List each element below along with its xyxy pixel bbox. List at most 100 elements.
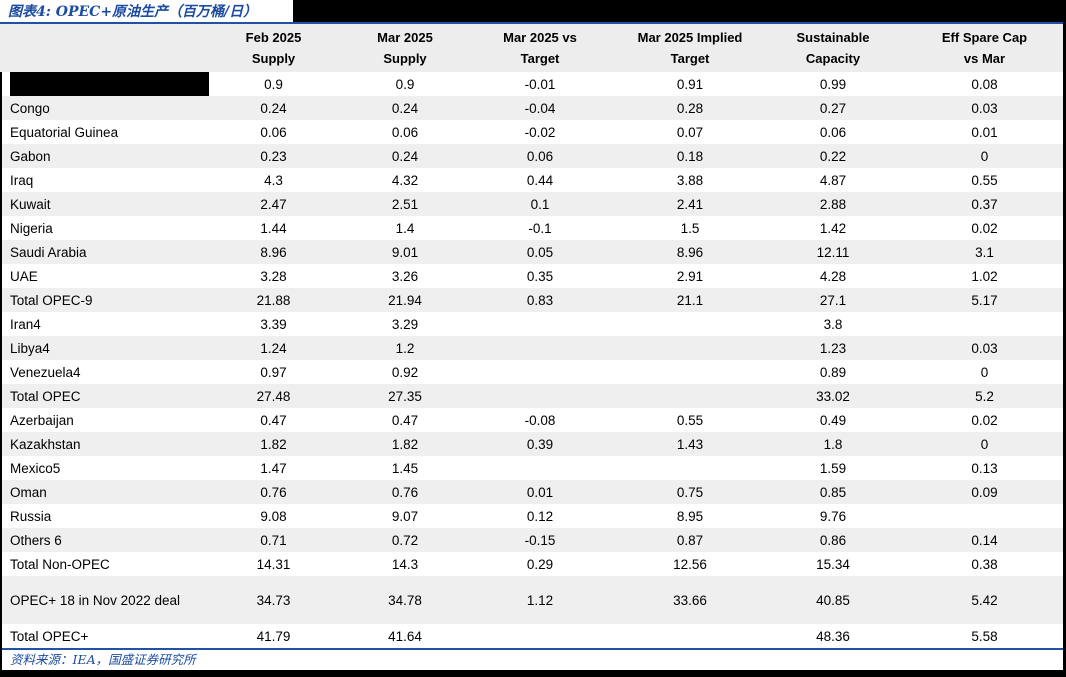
- column-header-eff-spare-cap-vs-mar: Eff Spare Cap vs Mar: [903, 24, 1066, 72]
- value-cell: 4.3: [264, 172, 283, 188]
- row-label: Azerbaijan: [10, 412, 74, 428]
- row-label: OPEC+ 18 in Nov 2022 deal: [10, 592, 180, 608]
- table-row: Total OPEC+ 41.79 41.64 48.36 5.58: [0, 624, 1066, 648]
- table-row: Saudi Arabia 8.96 9.01 0.05 8.96 12.11 3.1: [0, 240, 1066, 264]
- value-cell: 0.75: [676, 484, 704, 500]
- value-cell: 0.35: [526, 268, 554, 284]
- value-cell: 4.87: [819, 172, 847, 188]
- value-cell: 0: [980, 364, 989, 380]
- table-row: Nigeria 1.44 1.4 -0.1 1.5 1.42 0.02: [0, 216, 1066, 240]
- table-row: Mexico5 1.47 1.45 1.59 0.13: [0, 456, 1066, 480]
- row-label: Mexico5: [10, 460, 61, 476]
- value-cell: 0.9: [395, 76, 415, 92]
- source-footer: 资料来源：IEA，国盛证券研究所: [0, 648, 1066, 670]
- value-cell: 1.02: [971, 268, 998, 284]
- value-cell: 0.55: [971, 172, 998, 188]
- value-cell: 14.3: [391, 556, 419, 572]
- value-cell: 0.87: [676, 532, 704, 548]
- value-cell: 0.91: [676, 76, 704, 92]
- redaction-box-title-right: [293, 0, 1066, 22]
- value-cell: 40.85: [816, 592, 850, 608]
- value-cell: 1.43: [676, 436, 704, 452]
- value-cell: [903, 504, 1066, 528]
- value-cell: 3.26: [391, 268, 419, 284]
- value-cell: 0.02: [971, 412, 998, 428]
- value-cell: -0.08: [524, 412, 556, 428]
- value-cell: 1.4: [395, 220, 415, 236]
- value-cell: 0.71: [260, 532, 287, 548]
- value-cell: [617, 456, 763, 480]
- value-cell: 3.28: [260, 268, 287, 284]
- value-cell: 0.9: [264, 76, 283, 92]
- value-cell: [617, 384, 763, 408]
- value-cell: 27.35: [388, 388, 422, 404]
- table-row: Russia 9.08 9.07 0.12 8.95 9.76: [0, 504, 1066, 528]
- table-row: Kuwait 2.47 2.51 0.1 2.41 2.88 0.37: [0, 192, 1066, 216]
- table-row: UAE 3.28 3.26 0.35 2.91 4.28 1.02: [0, 264, 1066, 288]
- table-header-row: Feb 2025 Supply Mar 2025 Supply Mar 2025…: [0, 24, 1066, 72]
- figure-title-bar: 图表4: OPEC+原油生产（百万桶/日）: [0, 0, 1066, 24]
- value-cell: 4.32: [391, 172, 419, 188]
- value-cell: 0.89: [819, 364, 847, 380]
- row-label: Saudi Arabia: [10, 244, 87, 260]
- value-cell: 0.76: [391, 484, 419, 500]
- table-row: OPEC+ 18 in Nov 2022 deal 34.73 34.78 1.12 3…: [0, 576, 1066, 624]
- row-label: Kuwait: [10, 196, 51, 212]
- value-cell: 5.42: [971, 592, 998, 608]
- value-cell: 2.41: [676, 196, 704, 212]
- value-cell: 0: [980, 148, 989, 164]
- value-cell: 1.42: [819, 220, 847, 236]
- value-cell: 0.47: [391, 412, 419, 428]
- value-cell: 0.07: [676, 124, 704, 140]
- row-label: Kazakhstan: [10, 436, 81, 452]
- value-cell: [617, 624, 763, 648]
- table-row: Gabon 0.23 0.24 0.06 0.18 0.22 0: [0, 144, 1066, 168]
- value-cell: 0.1: [530, 196, 550, 212]
- value-cell: -0.01: [524, 76, 556, 92]
- value-cell: 0.14: [971, 532, 998, 548]
- source-note: 资料来源：IEA，国盛证券研究所: [10, 652, 196, 667]
- value-cell: 2.51: [391, 196, 419, 212]
- value-cell: [463, 312, 617, 336]
- value-cell: 9.08: [260, 508, 287, 524]
- value-cell: 8.96: [260, 244, 287, 260]
- value-cell: 41.64: [388, 628, 422, 644]
- value-cell: 21.88: [256, 292, 291, 308]
- row-label: Oman: [10, 484, 47, 500]
- row-label: Iraq: [10, 172, 34, 188]
- value-cell: -0.02: [524, 124, 556, 140]
- value-cell: 5.58: [971, 628, 998, 644]
- value-cell: 0.29: [526, 556, 554, 572]
- row-label: Gabon: [10, 148, 51, 164]
- table-row: Total Non-OPEC 14.31 14.3 0.29 12.56 15.34 0.3…: [0, 552, 1066, 576]
- value-cell: 0.72: [391, 532, 419, 548]
- value-cell: 21.1: [676, 292, 704, 308]
- value-cell: [463, 456, 617, 480]
- value-cell: 0.24: [391, 100, 419, 116]
- value-cell: [903, 312, 1066, 336]
- table-row: Iran4 3.39 3.29 3.8: [0, 312, 1066, 336]
- value-cell: 0.24: [260, 100, 287, 116]
- row-label: Total OPEC-9: [10, 292, 93, 308]
- value-cell: 0: [980, 436, 989, 452]
- value-cell: 1.45: [391, 460, 419, 476]
- row-label: Russia: [10, 508, 52, 524]
- column-header-feb-2025-supply: Feb 2025 Supply: [200, 24, 347, 72]
- value-cell: 1.82: [391, 436, 419, 452]
- row-label: Congo: [10, 100, 50, 116]
- value-cell: 1.44: [260, 220, 287, 236]
- row-label: Others 6: [10, 532, 62, 548]
- redaction-box-row-label: [10, 72, 209, 96]
- value-cell: 0.08: [971, 76, 998, 92]
- row-label: Nigeria: [10, 220, 53, 236]
- table-row: Iraq 4.3 4.32 0.44 3.88 4.87 0.55: [0, 168, 1066, 192]
- value-cell: 9.01: [391, 244, 419, 260]
- row-label-redacted: [0, 72, 209, 96]
- value-cell: 9.76: [819, 508, 847, 524]
- value-cell: 0.99: [819, 76, 847, 92]
- value-cell: 0.13: [971, 460, 998, 476]
- value-cell: [617, 360, 763, 384]
- value-cell: 3.39: [260, 316, 287, 332]
- value-cell: -0.04: [524, 100, 556, 116]
- value-cell: 3.8: [823, 316, 843, 332]
